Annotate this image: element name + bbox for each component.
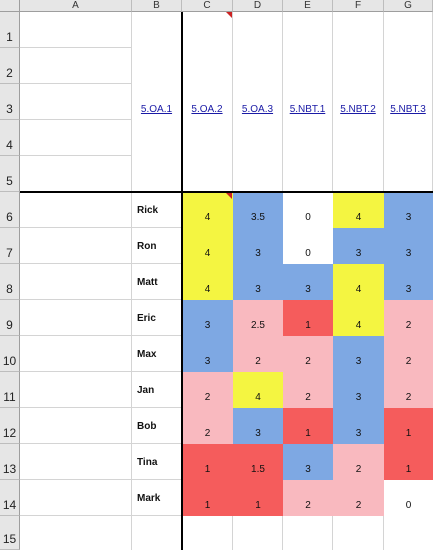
column-header-d[interactable]: D (233, 0, 283, 12)
score-cell[interactable]: 3 (233, 408, 283, 444)
score-cell[interactable]: 2 (233, 336, 283, 372)
standard-link-5-nbt-2[interactable]: 5.NBT.2 (333, 12, 384, 192)
column-header-f[interactable]: F (333, 0, 384, 12)
score-cell[interactable]: 1 (182, 444, 233, 480)
names-column-right-border (181, 12, 183, 550)
score-cell[interactable]: 4 (182, 264, 233, 300)
student-name-tina[interactable]: Tina (137, 457, 158, 468)
column-header-e[interactable]: E (283, 0, 333, 12)
score-cell[interactable]: 2 (384, 300, 433, 336)
row-header-6[interactable]: 6 (0, 192, 20, 228)
row-header-12[interactable]: 12 (0, 408, 20, 444)
score-cell[interactable]: 0 (283, 228, 333, 264)
row-header-11[interactable]: 11 (0, 372, 20, 408)
score-cell[interactable]: 1 (182, 480, 233, 516)
score-cell[interactable]: 2 (333, 444, 384, 480)
row-header-9[interactable]: 9 (0, 300, 20, 336)
score-cell[interactable]: 3 (283, 264, 333, 300)
student-name-max[interactable]: Max (137, 349, 157, 360)
score-cell[interactable]: 3 (384, 192, 433, 228)
score-cell[interactable]: 4 (233, 372, 283, 408)
score-cell[interactable]: 3 (333, 336, 384, 372)
score-cell[interactable]: 2 (333, 480, 384, 516)
student-name-rick[interactable]: Rick (137, 205, 159, 216)
standard-link-5-oa-3[interactable]: 5.OA.3 (233, 12, 283, 192)
score-cell[interactable]: 2 (182, 372, 233, 408)
score-cell[interactable]: 2.5 (233, 300, 283, 336)
header-bottom-border (20, 191, 433, 193)
score-cell[interactable]: 1.5 (233, 444, 283, 480)
student-name-matt[interactable]: Matt (137, 277, 158, 288)
standard-link-5-nbt-3[interactable]: 5.NBT.3 (384, 12, 433, 192)
score-cell[interactable]: 4 (333, 192, 384, 228)
select-all-corner[interactable] (0, 0, 20, 12)
row-header-10[interactable]: 10 (0, 336, 20, 372)
score-cell[interactable]: 3 (333, 228, 384, 264)
score-cell[interactable]: 1 (233, 480, 283, 516)
score-cell[interactable]: 1 (283, 408, 333, 444)
column-header-b[interactable]: B (132, 0, 182, 12)
row-header-14[interactable]: 14 (0, 480, 20, 516)
row-header-3[interactable]: 3 (0, 84, 20, 120)
score-cell[interactable]: 1 (384, 444, 433, 480)
score-cell[interactable]: 2 (283, 336, 333, 372)
score-cell[interactable]: 3 (233, 228, 283, 264)
standard-link-5-oa-2[interactable]: 5.OA.2 (182, 12, 233, 192)
score-cell[interactable]: 1 (283, 300, 333, 336)
row-header-4[interactable]: 4 (0, 120, 20, 156)
student-name-eric[interactable]: Eric (137, 313, 156, 324)
column-header-g[interactable]: G (384, 0, 433, 12)
score-cell[interactable]: 2 (384, 372, 433, 408)
row-header-15[interactable]: 15 (0, 516, 20, 550)
score-cell[interactable]: 3 (283, 444, 333, 480)
score-cell[interactable]: 4 (333, 264, 384, 300)
student-name-jan[interactable]: Jan (137, 385, 155, 396)
score-cell[interactable]: 3.5 (233, 192, 283, 228)
student-name-ron[interactable]: Ron (137, 241, 157, 252)
score-cell[interactable]: 3 (182, 300, 233, 336)
score-cell[interactable]: 2 (283, 480, 333, 516)
standard-link-5-nbt-1[interactable]: 5.NBT.1 (283, 12, 333, 192)
score-cell[interactable]: 2 (283, 372, 333, 408)
comment-indicator-icon[interactable] (226, 12, 232, 18)
column-header-c[interactable]: C (182, 0, 233, 12)
row-header-5[interactable]: 5 (0, 156, 20, 192)
gridline-vertical (131, 12, 132, 550)
score-cell[interactable]: 2 (182, 408, 233, 444)
row-header-13[interactable]: 13 (0, 444, 20, 480)
student-name-bob[interactable]: Bob (137, 421, 157, 432)
comment-indicator-icon[interactable] (226, 193, 232, 199)
student-name-mark[interactable]: Mark (137, 493, 161, 504)
score-cell[interactable]: 1 (384, 408, 433, 444)
score-cell[interactable]: 3 (333, 372, 384, 408)
column-header-a[interactable]: A (20, 0, 132, 12)
row-header-7[interactable]: 7 (0, 228, 20, 264)
score-cell[interactable]: 0 (283, 192, 333, 228)
score-cell[interactable]: 4 (182, 228, 233, 264)
score-cell[interactable]: 2 (384, 336, 433, 372)
score-cell[interactable]: 0 (384, 480, 433, 516)
score-cell[interactable]: 4 (333, 300, 384, 336)
score-cell[interactable]: 4 (182, 192, 233, 228)
row-header-2[interactable]: 2 (0, 48, 20, 84)
score-cell[interactable]: 3 (384, 228, 433, 264)
score-cell[interactable]: 3 (182, 336, 233, 372)
score-cell[interactable]: 3 (333, 408, 384, 444)
score-cell[interactable]: 3 (233, 264, 283, 300)
row-header-8[interactable]: 8 (0, 264, 20, 300)
row-header-1[interactable]: 1 (0, 12, 20, 48)
standard-link-5-oa-1[interactable]: 5.OA.1 (132, 12, 182, 192)
score-cell[interactable]: 3 (384, 264, 433, 300)
